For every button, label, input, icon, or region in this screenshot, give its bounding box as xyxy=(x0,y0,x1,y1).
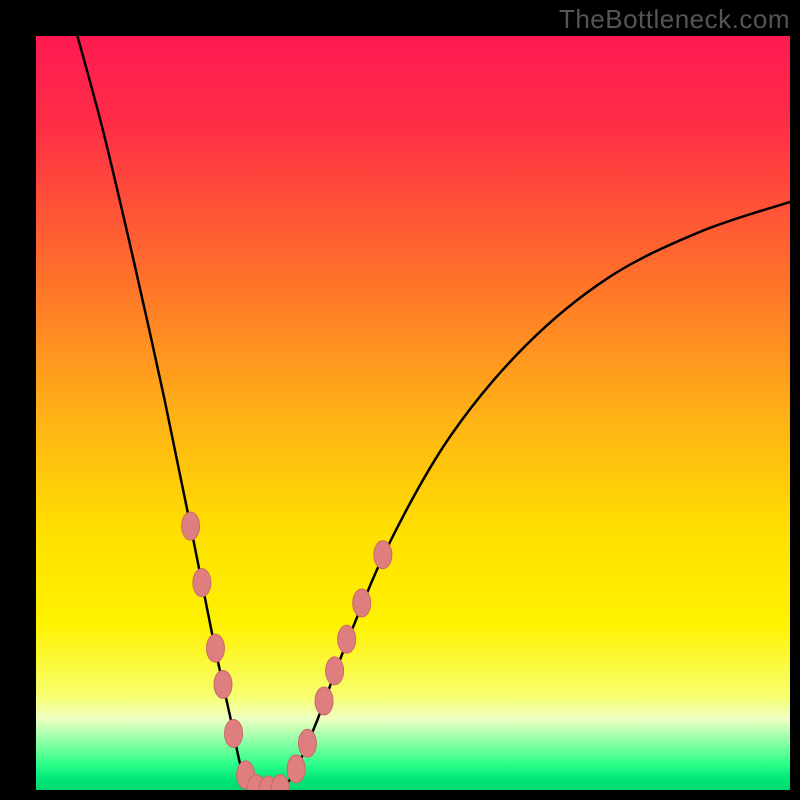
marker-dot xyxy=(193,569,211,597)
marker-dot xyxy=(353,589,371,617)
marker-dot xyxy=(298,729,316,757)
marker-dot xyxy=(338,625,356,653)
v-curve-path xyxy=(77,36,790,790)
watermark-text: TheBottleneck.com xyxy=(559,4,790,35)
plot-area xyxy=(36,36,790,790)
marker-dot xyxy=(214,670,232,698)
marker-dot xyxy=(315,687,333,715)
curve-svg xyxy=(36,36,790,790)
marker-dot xyxy=(225,719,243,747)
marker-dot xyxy=(206,634,224,662)
chart-frame: TheBottleneck.com xyxy=(0,0,800,800)
marker-dot xyxy=(326,657,344,685)
marker-dot xyxy=(271,774,289,790)
marker-dot xyxy=(287,755,305,783)
marker-dot xyxy=(182,512,200,540)
marker-dot xyxy=(374,541,392,569)
